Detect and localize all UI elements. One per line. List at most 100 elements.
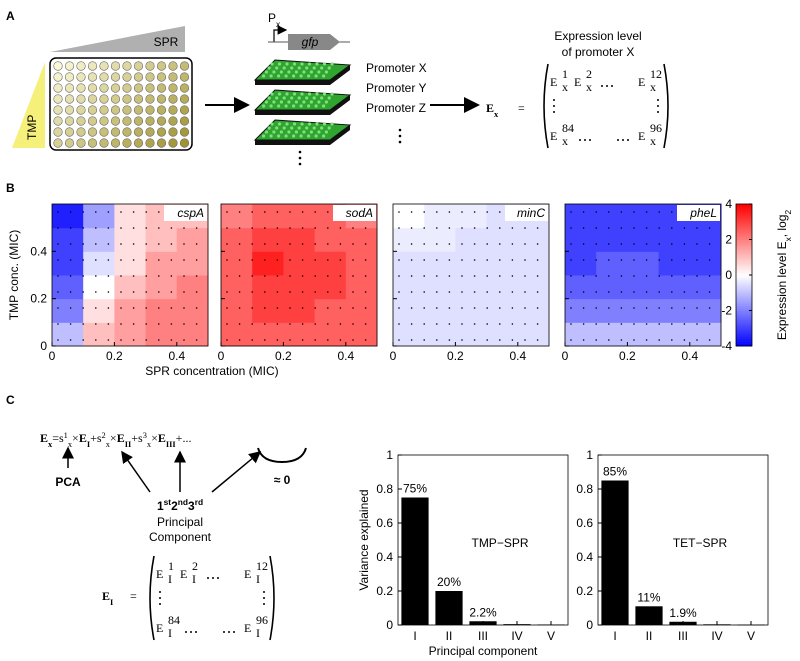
heat-cell <box>596 298 628 323</box>
dot <box>339 275 342 277</box>
cell <box>294 130 298 134</box>
well <box>76 94 86 104</box>
dot <box>120 323 122 325</box>
heat-cell <box>393 322 425 347</box>
dot <box>658 323 660 325</box>
dot <box>170 291 173 293</box>
cell <box>264 70 268 74</box>
cell <box>315 122 319 126</box>
dot <box>158 275 160 277</box>
heat-cell <box>114 227 147 252</box>
dot <box>461 307 463 309</box>
dot <box>595 259 597 261</box>
well <box>53 83 63 93</box>
dot <box>461 291 463 293</box>
cell <box>277 92 282 96</box>
colorbar-step <box>736 215 752 219</box>
cell <box>269 74 273 78</box>
y-tick-label: 0.2 <box>376 584 393 598</box>
dot <box>436 339 438 341</box>
heat-cell <box>83 204 115 229</box>
dot <box>499 227 501 229</box>
matrix-entry: E <box>638 75 645 89</box>
dot <box>536 291 539 293</box>
dot <box>217 577 219 579</box>
dot <box>423 323 426 325</box>
dot <box>238 211 241 213</box>
well <box>110 94 121 104</box>
dot <box>301 339 304 341</box>
dot <box>251 323 253 325</box>
dot <box>658 211 660 213</box>
well <box>168 116 178 126</box>
heat-cell <box>658 298 691 323</box>
colorbar-tick-label: -4 <box>721 339 732 353</box>
dot <box>486 259 489 261</box>
well <box>53 61 63 71</box>
well <box>110 127 121 137</box>
dot <box>633 227 635 229</box>
dot <box>226 307 228 309</box>
dot <box>264 291 266 293</box>
dot <box>145 211 147 213</box>
well <box>87 72 98 82</box>
dot <box>183 243 185 245</box>
dot <box>223 631 225 633</box>
well <box>76 83 86 93</box>
paren <box>663 63 669 149</box>
colorbar-step <box>736 334 752 338</box>
matrix-sup: 84 <box>168 613 180 627</box>
dot <box>398 307 400 309</box>
heat-cell <box>689 251 722 276</box>
dot <box>183 275 185 277</box>
y-tick-label: 0.2 <box>576 584 593 598</box>
well <box>87 61 98 71</box>
equation-part: I <box>87 440 90 449</box>
heat-cell <box>627 251 660 276</box>
well <box>64 116 75 126</box>
x-axis-label: SPR concentration (MIC) <box>145 364 278 378</box>
dot <box>159 591 161 593</box>
dot <box>327 323 329 325</box>
plate <box>49 57 193 151</box>
dot <box>620 323 623 325</box>
dot <box>436 307 438 309</box>
dot <box>82 275 84 277</box>
matrix-sup: 12 <box>650 67 662 81</box>
matrix-entry: E <box>638 129 645 143</box>
dot <box>436 243 438 245</box>
dot <box>582 275 585 277</box>
y-tick-label: 0.8 <box>376 482 393 496</box>
well <box>179 116 190 126</box>
dot <box>595 275 597 277</box>
dot <box>582 323 585 325</box>
dot <box>645 259 648 261</box>
dot <box>301 291 304 293</box>
matrix-lhs-part: E <box>102 589 110 603</box>
dot <box>657 105 659 107</box>
heat-cell <box>176 275 209 300</box>
dot <box>339 259 342 261</box>
dot <box>595 339 597 341</box>
dot <box>683 307 686 309</box>
well <box>145 61 155 71</box>
well <box>110 61 121 71</box>
dot <box>276 275 279 277</box>
dot <box>238 291 241 293</box>
heat-cell <box>314 298 347 323</box>
dot <box>633 291 635 293</box>
heat-cell <box>52 275 84 300</box>
dot <box>107 339 110 341</box>
dot <box>398 211 400 213</box>
heat-cell <box>114 298 147 323</box>
dot <box>645 243 648 245</box>
lhs: Ex <box>486 101 499 119</box>
dot <box>226 275 228 277</box>
cell <box>279 130 283 134</box>
dot <box>69 243 72 245</box>
dot <box>264 259 266 261</box>
cell <box>297 66 301 70</box>
dot <box>606 85 608 87</box>
cell <box>294 100 298 104</box>
dot <box>226 291 228 293</box>
